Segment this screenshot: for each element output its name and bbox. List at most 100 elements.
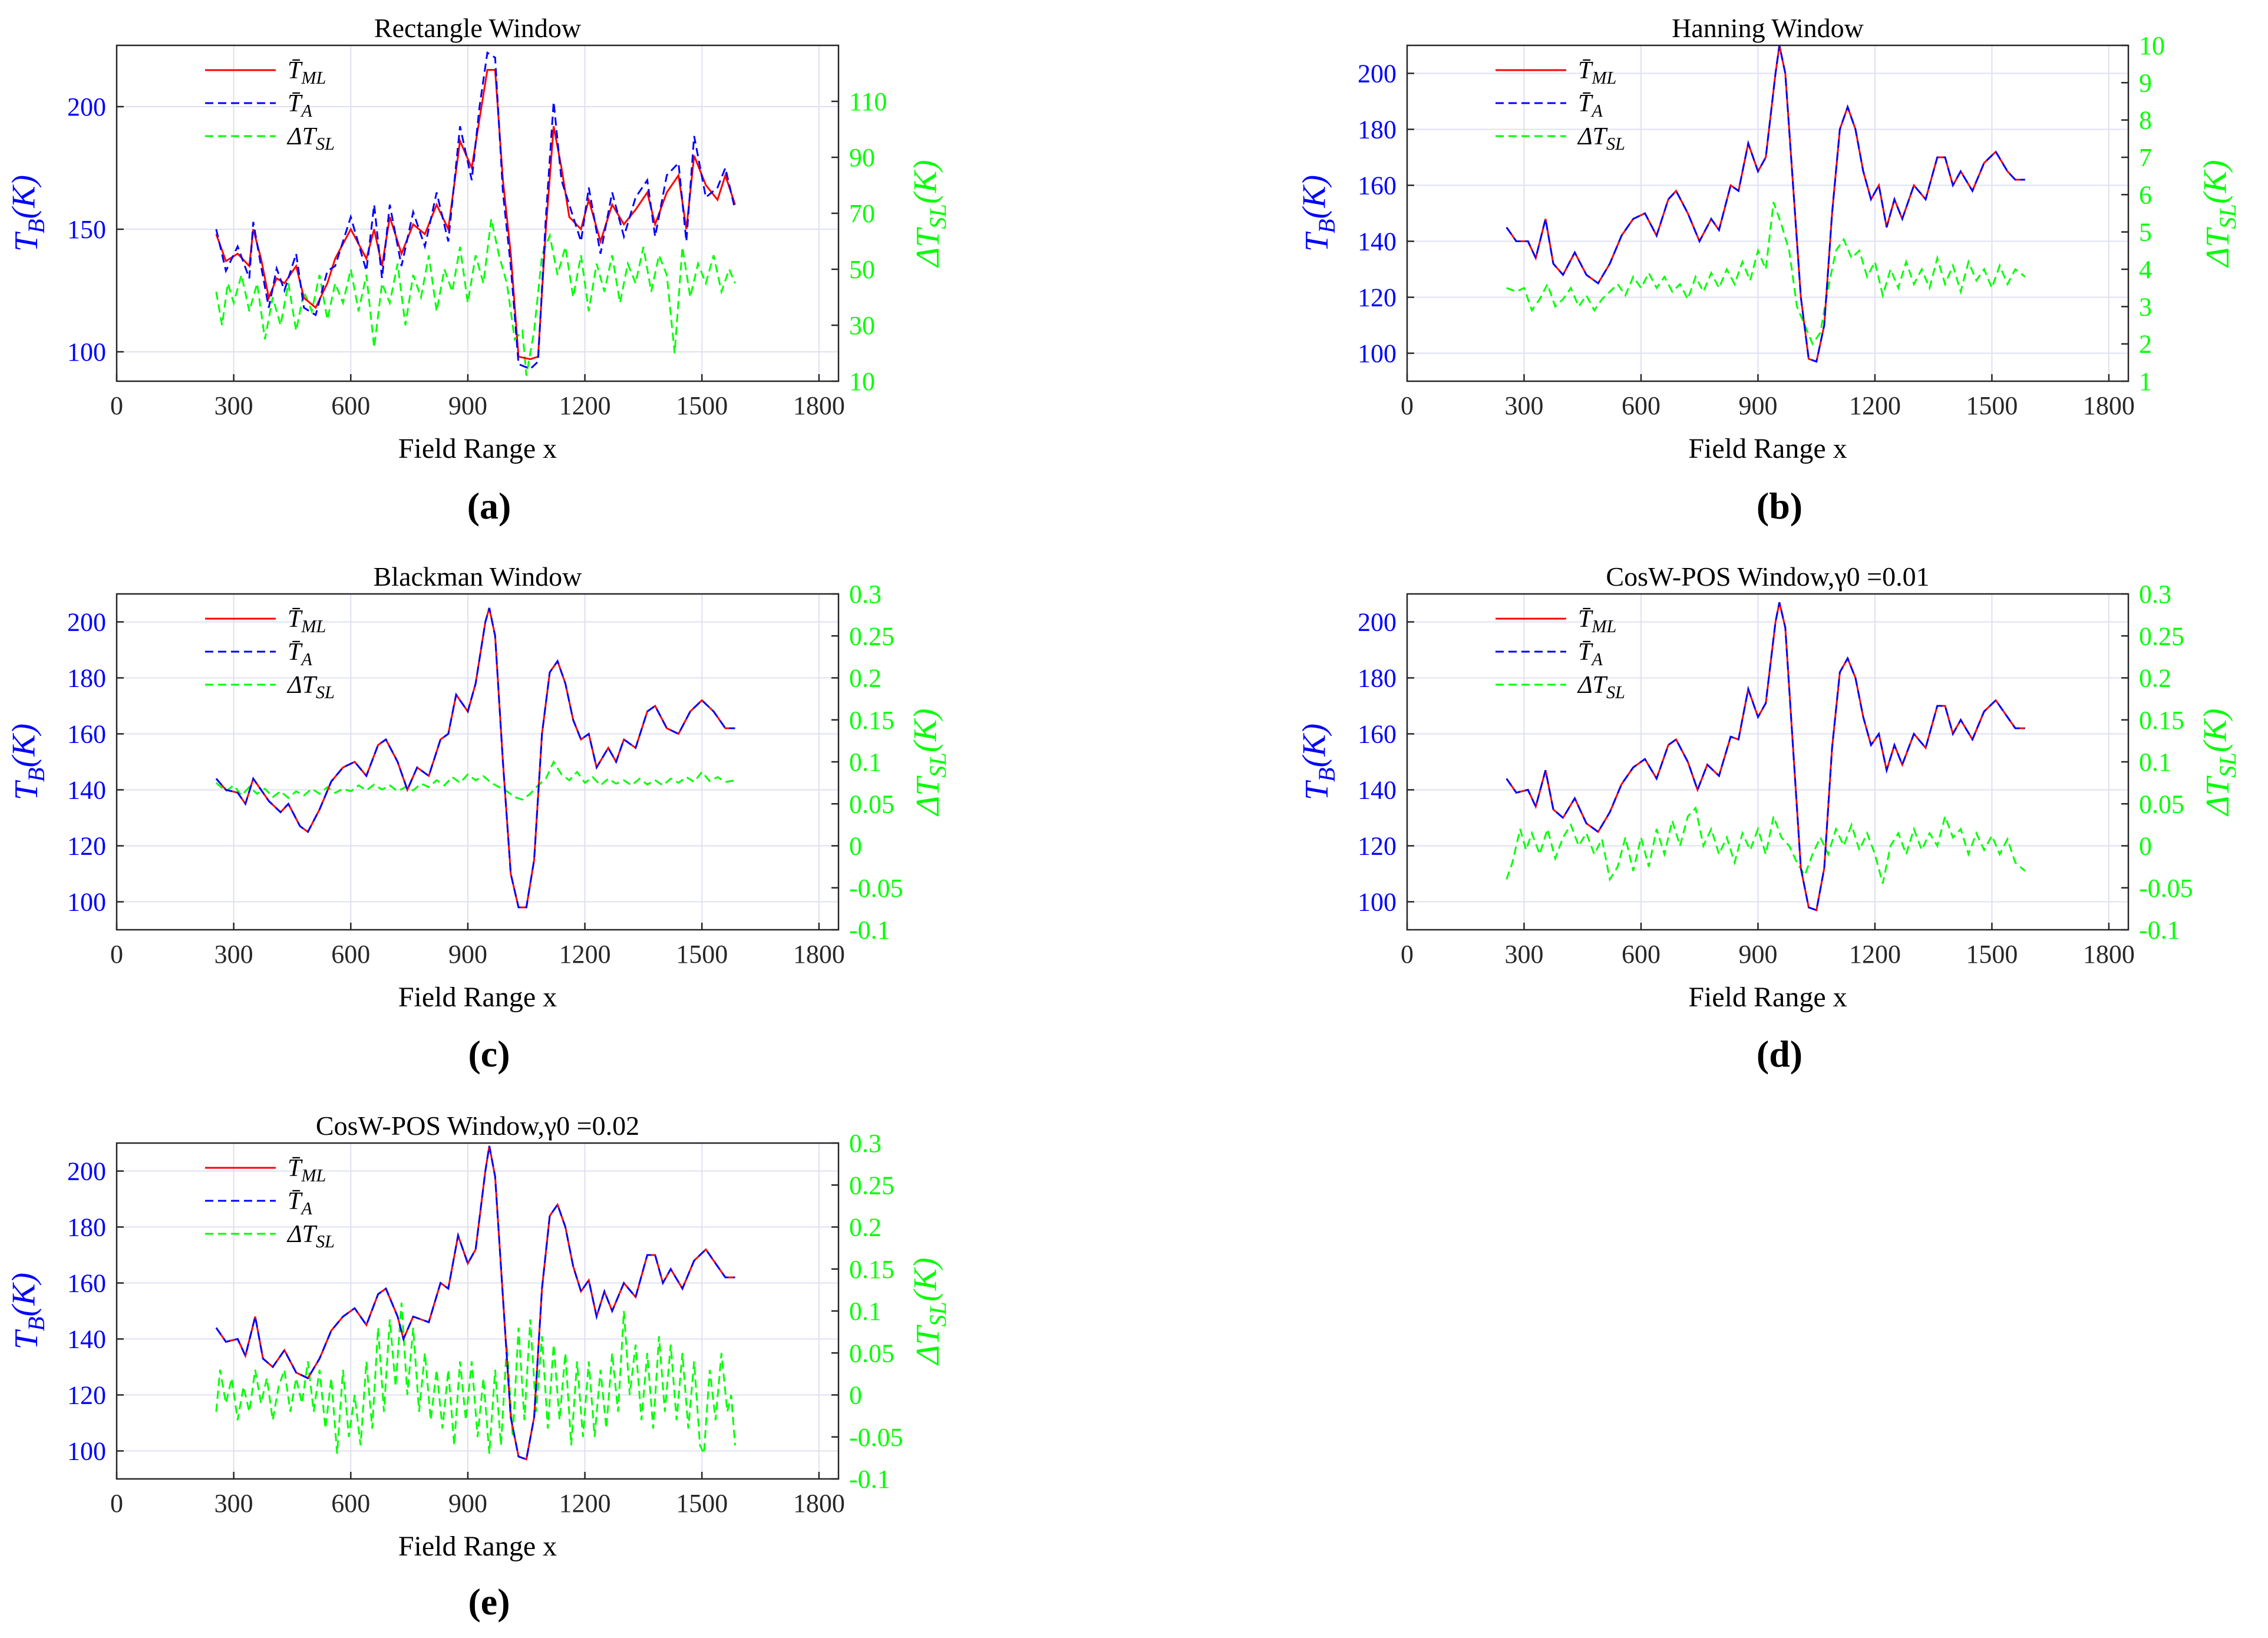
series-line-delta-t — [215, 1302, 736, 1458]
y-right-tick-label: 0.3 — [2139, 580, 2171, 609]
legend-label: T̄ML — [1578, 606, 1616, 636]
y-right-tick-label: 90 — [849, 143, 875, 172]
plot-frame — [115, 593, 840, 931]
y-tick-label: 140 — [67, 1325, 106, 1354]
legend-label: T̄ML — [1578, 57, 1616, 88]
panel-label: (c) — [468, 1033, 510, 1075]
y-right-tick-label: 0.05 — [849, 790, 894, 818]
y-right-tick-label: 0.1 — [2139, 748, 2171, 777]
x-tick-label: 1200 — [1849, 940, 1901, 969]
y-tick-label: 160 — [1358, 720, 1397, 749]
x-tick-label: 1500 — [676, 1489, 728, 1518]
y-right-tick-label: 3 — [2139, 292, 2152, 321]
y-right-tick-label: -0.05 — [849, 874, 903, 903]
legend-label: T̄A — [288, 90, 312, 121]
y-right-tick-label: 0.05 — [849, 1339, 894, 1368]
y-right-tick-label: 0.15 — [2139, 706, 2184, 735]
y-right-axis-label: ΔTSL(K) — [907, 160, 951, 268]
y-right-tick-label: -0.1 — [849, 916, 890, 945]
y-tick-label: 120 — [67, 832, 106, 861]
x-tick-label: 0 — [1401, 391, 1414, 420]
legend-label: T̄A — [288, 1188, 312, 1218]
chart-panel-d: 0 300 600 900 1200 1500 1800 100 120 140 160 180 200… — [1296, 562, 2241, 1075]
y-tick-label: 200 — [67, 93, 106, 121]
y-right-tick-label: 50 — [849, 255, 875, 284]
x-tick-label: 1800 — [2083, 391, 2135, 420]
y-tick-label: 180 — [1358, 664, 1397, 693]
legend-label: ΔTSL — [286, 1221, 335, 1251]
y-tick-label: 200 — [67, 1157, 106, 1186]
y-right-tick-label: 0.25 — [849, 622, 894, 650]
y-tick-label: 160 — [1358, 171, 1397, 200]
y-tick-label: 200 — [1358, 608, 1397, 637]
x-tick-label: 900 — [448, 940, 487, 969]
legend-label: ΔTSL — [1577, 123, 1625, 154]
x-tick-label: 1200 — [559, 391, 611, 420]
y-right-tick-label: 0 — [2139, 832, 2152, 861]
x-tick-label: 300 — [1504, 940, 1543, 969]
y-right-tick-label: -0.1 — [849, 1465, 890, 1494]
series-line-t-a — [1506, 602, 2025, 912]
x-axis-label: Field Range x — [398, 982, 557, 1013]
series-line-t-ml — [215, 69, 736, 361]
x-tick-label: 300 — [214, 391, 253, 420]
legend-label: T̄A — [1578, 90, 1603, 121]
x-axis-label: Field Range x — [398, 433, 557, 464]
y-right-tick-label: -0.1 — [2139, 916, 2180, 945]
series-line-t-a — [215, 51, 736, 370]
y-right-tick-label: 0.1 — [849, 748, 882, 777]
legend-label: T̄ML — [288, 1155, 326, 1185]
y-tick-label: 100 — [67, 338, 106, 366]
legend-label: ΔTSL — [1577, 672, 1625, 702]
x-tick-label: 1500 — [676, 391, 728, 420]
y-tick-label: 150 — [67, 215, 106, 244]
x-tick-label: 600 — [331, 391, 370, 420]
legend-label: T̄A — [288, 639, 312, 669]
y-right-tick-label: 2 — [2139, 330, 2152, 359]
y-tick-label: 140 — [67, 776, 106, 805]
y-tick-label: 140 — [1358, 776, 1397, 805]
chart-title: Hanning Window — [1672, 13, 1864, 43]
x-tick-label: 1800 — [793, 940, 845, 969]
y-right-tick-label: 10 — [849, 367, 875, 396]
x-tick-label: 900 — [1738, 940, 1777, 969]
x-tick-label: 1800 — [2083, 940, 2135, 969]
x-tick-label: 300 — [1504, 391, 1543, 420]
chart-title: Rectangle Window — [374, 13, 582, 43]
y-right-tick-label: 0.15 — [849, 706, 894, 735]
x-tick-label: 1500 — [676, 940, 728, 969]
y-right-tick-label: 30 — [849, 311, 875, 340]
y-right-tick-label: 6 — [2139, 180, 2152, 209]
y-right-tick-label: 0.3 — [849, 580, 882, 609]
y-tick-label: 180 — [1358, 115, 1397, 144]
y-right-axis-label: ΔTSL(K) — [2197, 160, 2241, 268]
panel-label: (d) — [1757, 1033, 1802, 1075]
y-right-tick-label: 0.1 — [849, 1297, 882, 1326]
x-tick-label: 1800 — [793, 1489, 845, 1518]
y-right-tick-label: -0.05 — [849, 1423, 903, 1452]
legend-label: ΔTSL — [286, 672, 335, 702]
y-tick-label: 200 — [67, 608, 106, 637]
y-right-tick-label: 0 — [849, 1381, 862, 1410]
series-line-t-a — [215, 607, 735, 909]
chart-title: Blackman Window — [374, 562, 583, 592]
y-tick-label: 100 — [1358, 888, 1397, 917]
x-tick-label: 600 — [1622, 940, 1660, 969]
x-tick-label: 1200 — [1849, 391, 1901, 420]
legend-label: T̄ML — [288, 57, 326, 88]
y-tick-label: 180 — [67, 1213, 106, 1242]
y-tick-label: 120 — [67, 1381, 106, 1410]
x-tick-label: 1200 — [559, 940, 611, 969]
y-right-tick-label: 8 — [2139, 106, 2152, 135]
y-right-tick-label: 7 — [2139, 143, 2152, 172]
y-right-tick-label: 0.15 — [849, 1255, 894, 1284]
plot-frame — [1406, 44, 2130, 382]
y-right-tick-label: 0 — [849, 832, 862, 861]
series-line-delta-t — [1506, 202, 2026, 346]
series-line-delta-t — [215, 759, 735, 801]
y-right-tick-label: 0.2 — [849, 1213, 882, 1242]
x-tick-label: 600 — [1622, 391, 1660, 420]
x-tick-label: 600 — [331, 940, 370, 969]
x-axis-label: Field Range x — [1688, 433, 1847, 464]
chart-panel-c: 0 300 600 900 1200 1500 1800 100 120 140 160 180 200… — [5, 562, 951, 1075]
